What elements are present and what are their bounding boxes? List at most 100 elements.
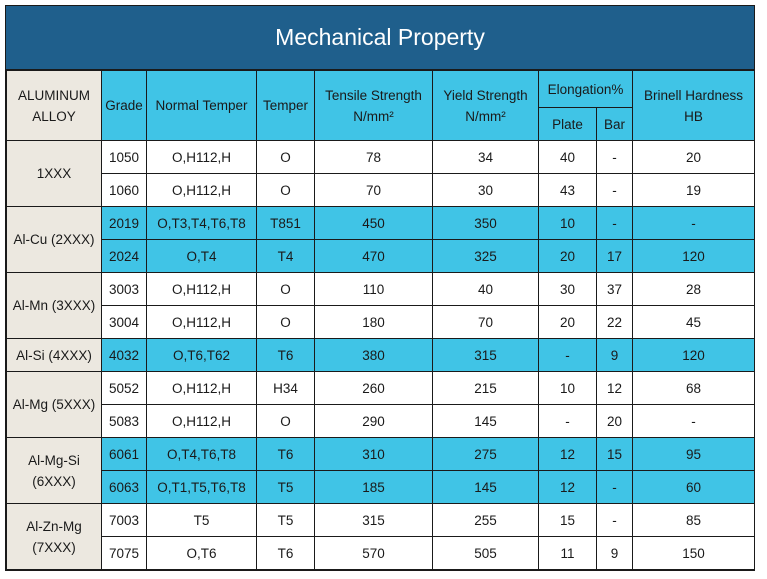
table-body: 1XXX 1050 O,H112,H O 78 34 40-20 1060 O,H112,H O 7…: [6, 140, 755, 570]
brinell-hardness-cell: 120: [632, 338, 755, 372]
normal-temper-cell: T5: [146, 503, 257, 537]
grade-cell: 1060: [101, 173, 147, 207]
tensile-strength-cell: 310: [314, 437, 433, 471]
normal-temper-cell: O,H112,H: [146, 272, 257, 306]
brinell-hardness-cell: 20: [632, 140, 755, 174]
bar-elongation-cell: 12: [596, 371, 633, 405]
bar-elongation-cell: -: [596, 206, 633, 240]
table-row: Al-Cu (2XXX) 2019 O,T3,T4,T6,T8 T851 450 350 1…: [6, 206, 755, 273]
yield-strength-cell: 34: [432, 140, 539, 174]
header-tensile-strength: Tensile Strength N/mm²: [314, 70, 433, 141]
normal-temper-cell: O,T3,T4,T6,T8: [146, 206, 257, 240]
grade-cell: 1050: [101, 140, 147, 174]
header-plate: Plate: [538, 107, 597, 141]
plate-elongation-cell: 12: [538, 437, 597, 471]
bar-elongation-cell: 15: [596, 437, 633, 471]
tensile-strength-cell: 380: [314, 338, 433, 372]
header-bar: Bar: [596, 107, 633, 141]
alloy-series-cell: Al-Zn-Mg (7XXX): [6, 503, 102, 570]
table-row: Al-Si (4XXX) 4032 O,T6,T62 T6 380 315-9 120: [6, 338, 755, 372]
brinell-hardness-cell: 95: [632, 437, 755, 471]
table-row: 3004 O,H112,H O 180 70 20 22 45: [7, 305, 755, 339]
yield-strength-cell: 215: [432, 371, 539, 405]
grade-cell: 6061: [101, 437, 147, 471]
yield-strength-cell: 325: [432, 239, 539, 273]
brinell-hardness-cell: 150: [632, 536, 755, 570]
yield-strength-cell: 275: [432, 437, 539, 471]
yield-strength-cell: 145: [432, 470, 539, 504]
bar-elongation-cell: 17: [596, 239, 633, 273]
bar-elongation-cell: 20: [596, 404, 633, 438]
brinell-hardness-cell: -: [632, 404, 755, 438]
table-title: Mechanical Property: [6, 6, 754, 70]
plate-elongation-cell: 20: [538, 305, 597, 339]
alloy-series-cell: Al-Mg-Si (6XXX): [6, 437, 102, 504]
bar-elongation-cell: 9: [596, 338, 633, 372]
table-row: Al-Mg-Si (6XXX) 6061 O,T4,T6,T8 T6 310 275 12 1…: [6, 437, 755, 504]
grade-cell: 6063: [101, 470, 147, 504]
grade-cell: 7075: [101, 536, 147, 570]
tensile-strength-cell: 570: [314, 536, 433, 570]
bar-elongation-cell: 9: [596, 536, 633, 570]
yield-strength-cell: 505: [432, 536, 539, 570]
brinell-hardness-cell: -: [632, 206, 755, 240]
bar-elongation-cell: -: [596, 173, 633, 207]
grade-cell: 3003: [101, 272, 147, 306]
table-row: 1XXX 1050 O,H112,H O 78 34 40-20: [6, 140, 755, 207]
table-row: Al-Mn (3XXX) 3003 O,H112,H O 110 40 30 37 28: [6, 272, 755, 339]
plate-elongation-cell: 10: [538, 206, 597, 240]
header-alloy: ALUMINUM ALLOY: [6, 70, 102, 141]
plate-elongation-cell: 12: [538, 470, 597, 504]
header-normal-temper: Normal Temper: [146, 70, 257, 141]
brinell-hardness-cell: 120: [632, 239, 755, 273]
grade-cell: 4032: [101, 338, 147, 372]
plate-elongation-cell: 30: [538, 272, 597, 306]
alloy-series-cell: Al-Cu (2XXX): [6, 206, 102, 273]
tensile-strength-cell: 185: [314, 470, 433, 504]
header-elongation: Elongation%: [538, 70, 633, 108]
normal-temper-cell: O,H112,H: [146, 305, 257, 339]
temper-cell: T4: [256, 239, 315, 273]
grade-cell: 2019: [101, 206, 147, 240]
temper-cell: O: [256, 404, 315, 438]
grade-cell: 3004: [101, 305, 147, 339]
normal-temper-cell: O,T6,T62: [146, 338, 257, 372]
temper-cell: O: [256, 272, 315, 306]
header-grade: Grade: [101, 70, 147, 141]
bar-elongation-cell: -: [596, 140, 633, 174]
grade-cell: 5052: [101, 371, 147, 405]
mechanical-property-table-card: Mechanical Property ALUMINUM ALLOY Grade…: [5, 5, 755, 571]
grade-cell: 5083: [101, 404, 147, 438]
tensile-strength-cell: 180: [314, 305, 433, 339]
normal-temper-cell: O,H112,H: [146, 371, 257, 405]
temper-cell: O: [256, 305, 315, 339]
temper-cell: T851: [256, 206, 315, 240]
header-temper: Temper: [256, 70, 315, 141]
table-row: 1060 O,H112,H O 70 30 43-19: [7, 173, 755, 207]
tensile-strength-cell: 290: [314, 404, 433, 438]
plate-elongation-cell: -: [538, 338, 597, 372]
table-row: 7075 O,T6 T6 570 505 11 9 150: [7, 536, 755, 570]
tensile-strength-cell: 450: [314, 206, 433, 240]
yield-strength-cell: 315: [432, 338, 539, 372]
normal-temper-cell: O,T1,T5,T6,T8: [146, 470, 257, 504]
brinell-hardness-cell: 19: [632, 173, 755, 207]
table-row: 6063 O,T1,T5,T6,T8 T5 185 145 12-60: [7, 470, 755, 504]
grade-cell: 7003: [101, 503, 147, 537]
temper-cell: O: [256, 140, 315, 174]
tensile-strength-cell: 78: [314, 140, 433, 174]
table-row: Al-Mg (5XXX) 5052 O,H112,H H34 260 215 10 12 68: [6, 371, 755, 438]
tensile-strength-cell: 470: [314, 239, 433, 273]
bar-elongation-cell: -: [596, 503, 633, 537]
normal-temper-cell: O,H112,H: [146, 404, 257, 438]
temper-cell: T6: [256, 338, 315, 372]
normal-temper-cell: O,H112,H: [146, 173, 257, 207]
bar-elongation-cell: 37: [596, 272, 633, 306]
temper-cell: H34: [256, 371, 315, 405]
plate-elongation-cell: -: [538, 404, 597, 438]
alloy-series-cell: Al-Mn (3XXX): [6, 272, 102, 339]
alloy-series-cell: 1XXX: [6, 140, 102, 207]
tensile-strength-cell: 260: [314, 371, 433, 405]
tensile-strength-cell: 110: [314, 272, 433, 306]
grade-cell: 2024: [101, 239, 147, 273]
